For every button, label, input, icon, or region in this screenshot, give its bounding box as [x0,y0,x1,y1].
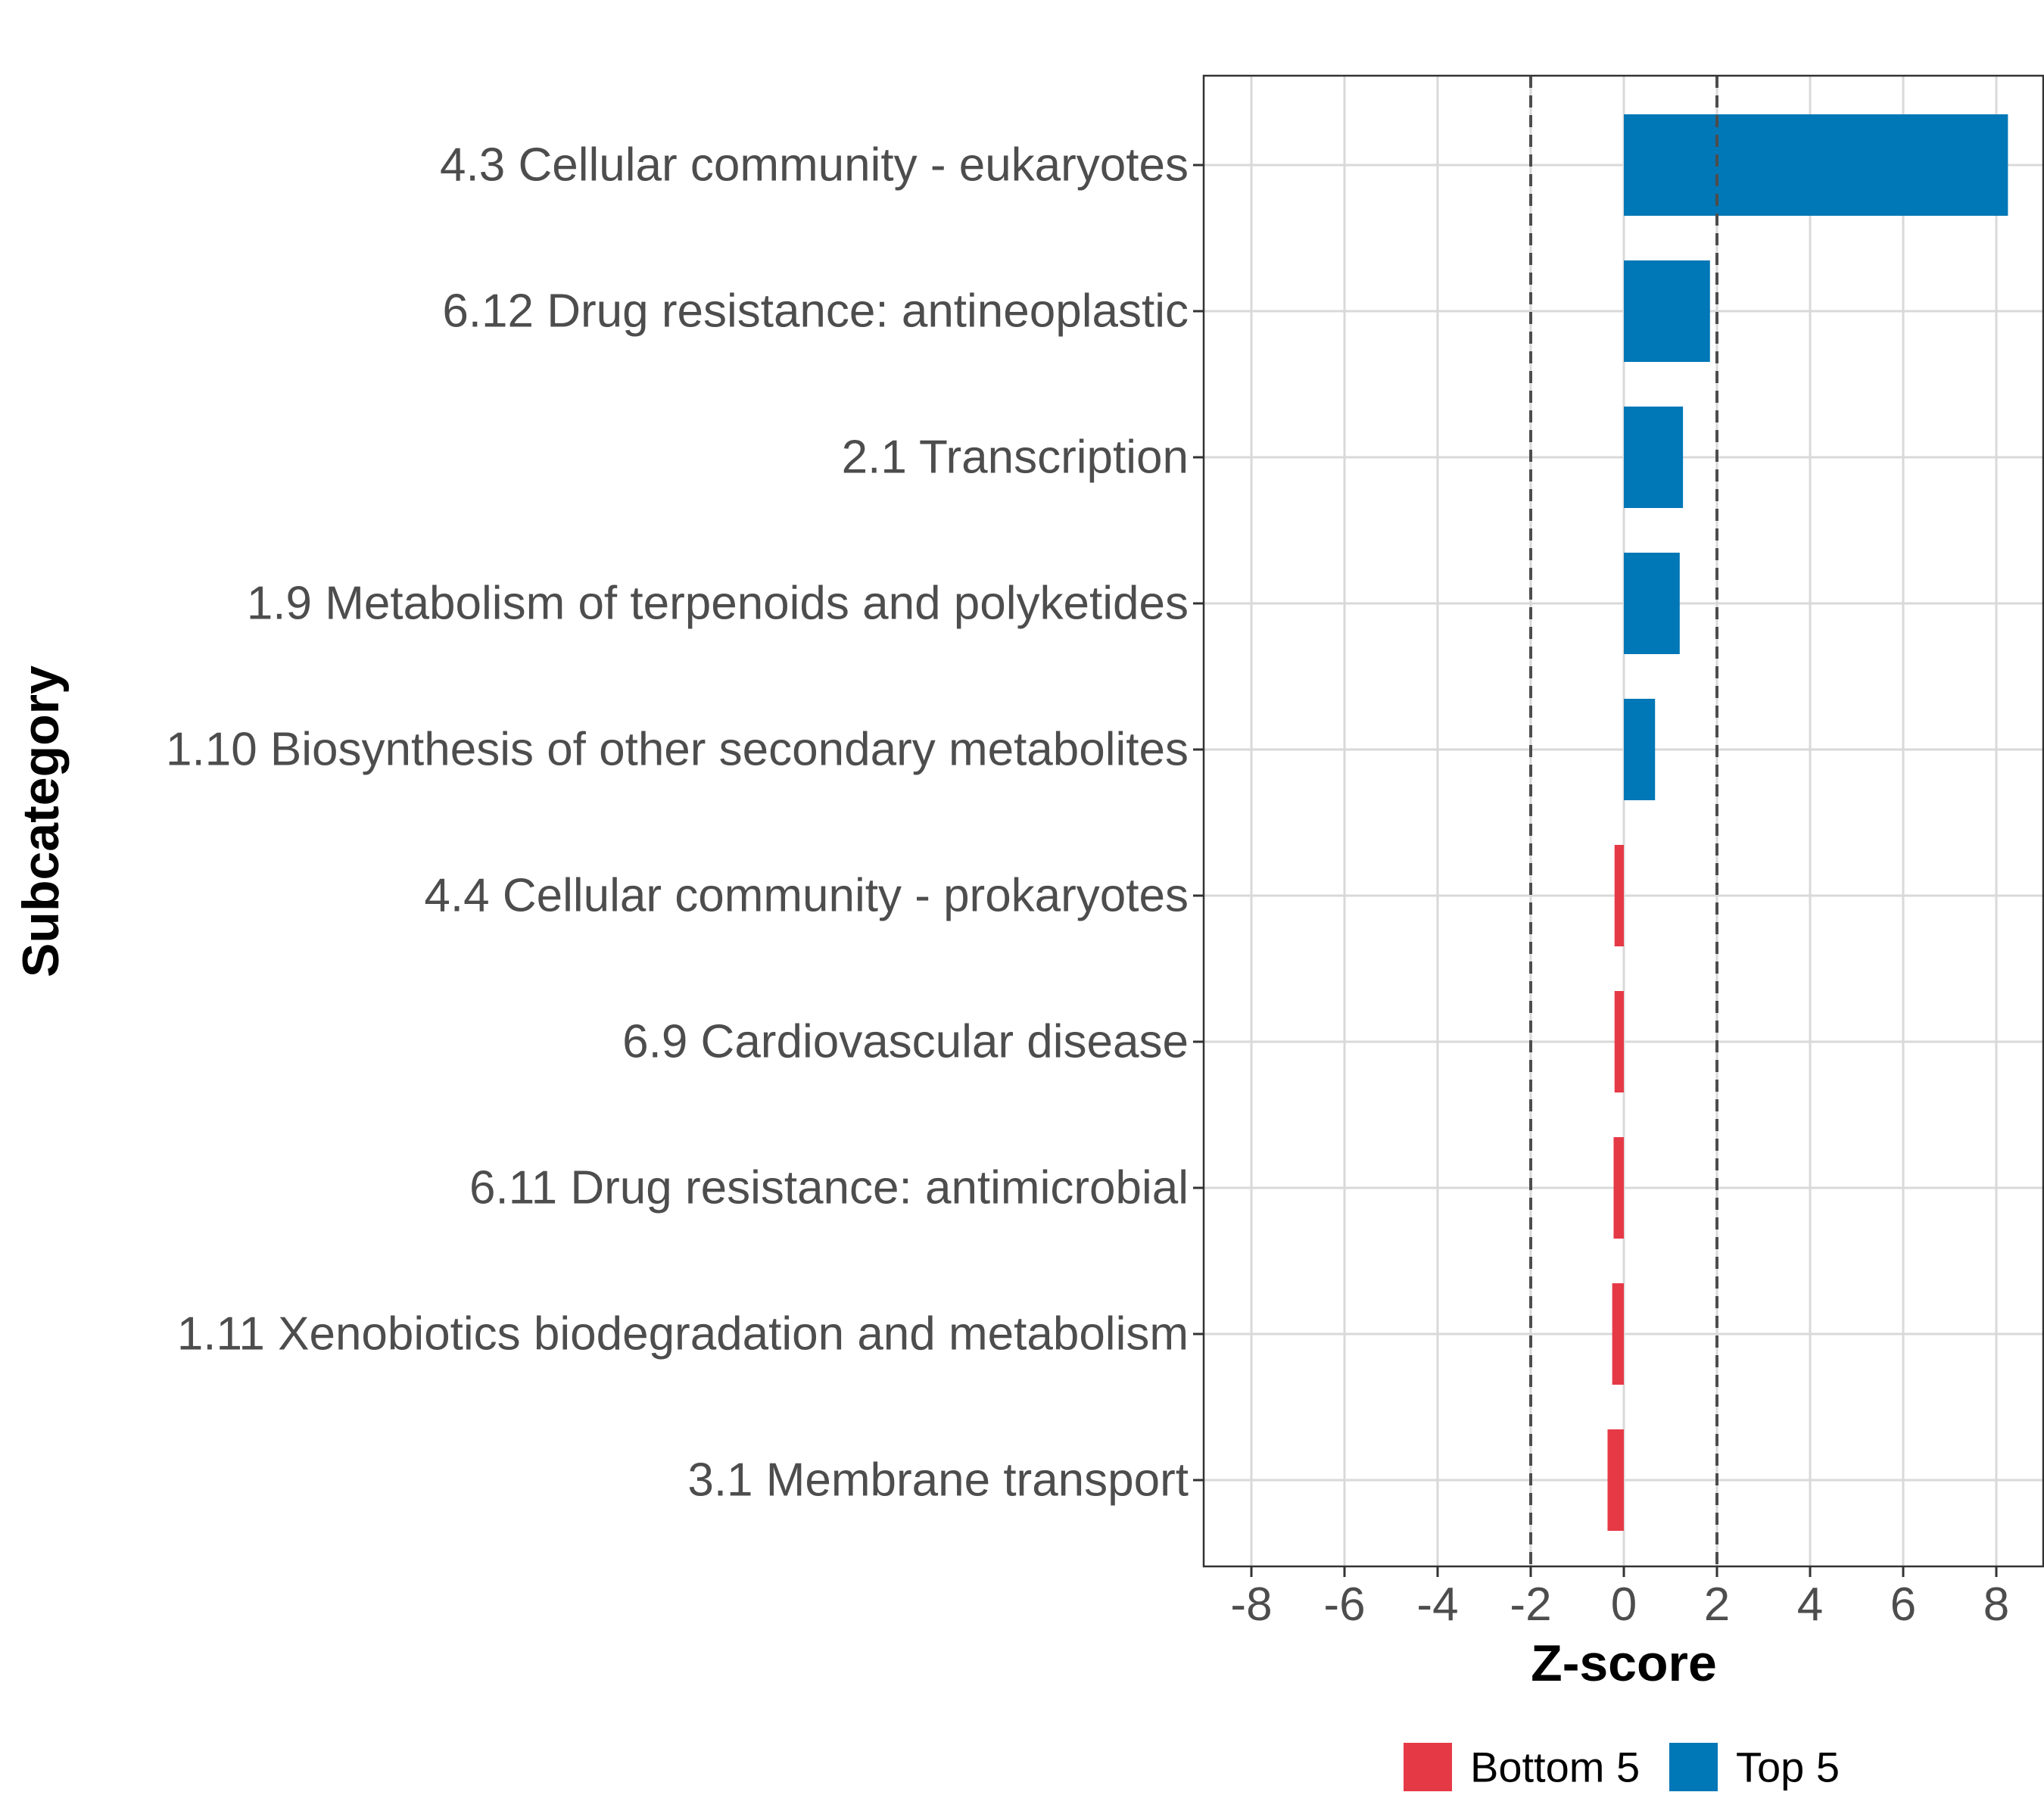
y-tick-label: 6.11 Drug resistance: antimicrobial [469,1162,1189,1214]
x-tick-label: -2 [1510,1579,1551,1631]
x-tick-label: 4 [1797,1579,1823,1631]
bar [1607,1429,1624,1531]
y-tick-label: 6.9 Cardiovascular disease [622,1016,1189,1068]
x-tick-label: 8 [1983,1579,2009,1631]
bar [1612,1283,1624,1385]
y-tick-label: 4.4 Cellular community - prokaryotes [424,870,1189,922]
y-tick-label: 1.11 Xenobiotics biodegradation and meta… [177,1308,1189,1360]
y-axis-title: Subcategory [12,665,70,977]
reference-lines [1529,76,1718,1566]
legend-label: Bottom 5 [1470,1744,1640,1791]
bar [1624,553,1680,654]
x-tick-label: 6 [1890,1579,1916,1631]
legend-swatch [1669,1743,1718,1791]
bar [1614,845,1624,946]
bar [1624,699,1656,800]
x-tick-label: -4 [1416,1579,1458,1631]
y-tick-label: 4.3 Cellular community - eukaryotes [440,139,1189,192]
y-tick-label: 1.9 Metabolism of terpenoids and polyket… [247,578,1189,630]
x-tick-label: 2 [1704,1579,1730,1631]
x-tick-label: -8 [1230,1579,1272,1631]
legend-swatch [1404,1743,1452,1791]
y-tick-label: 3.1 Membrane transport [687,1454,1189,1507]
x-axis: -8 -6 -4 -2 0 2 4 6 8 [1230,1566,2009,1631]
x-tick-label: -6 [1323,1579,1365,1631]
bars [1607,114,2008,1531]
legend: Bottom 5 Top 5 [1404,1743,1840,1791]
y-tick-label: 1.10 Biosynthesis of other secondary met… [166,724,1189,776]
y-tick-label: 2.1 Transcription [842,432,1189,484]
legend-label: Top 5 [1736,1744,1840,1791]
bar [1614,991,1624,1092]
x-tick-label: 0 [1611,1579,1637,1631]
bar [1624,407,1684,508]
y-axis: 4.3 Cellular community - eukaryotes 6.12 … [166,139,1204,1507]
bar [1624,114,2008,216]
y-tick-label: 6.12 Drug resistance: antineoplastic [442,285,1189,338]
x-axis-title: Z-score [1531,1635,1717,1692]
bar [1624,260,1710,362]
bar [1613,1137,1624,1239]
